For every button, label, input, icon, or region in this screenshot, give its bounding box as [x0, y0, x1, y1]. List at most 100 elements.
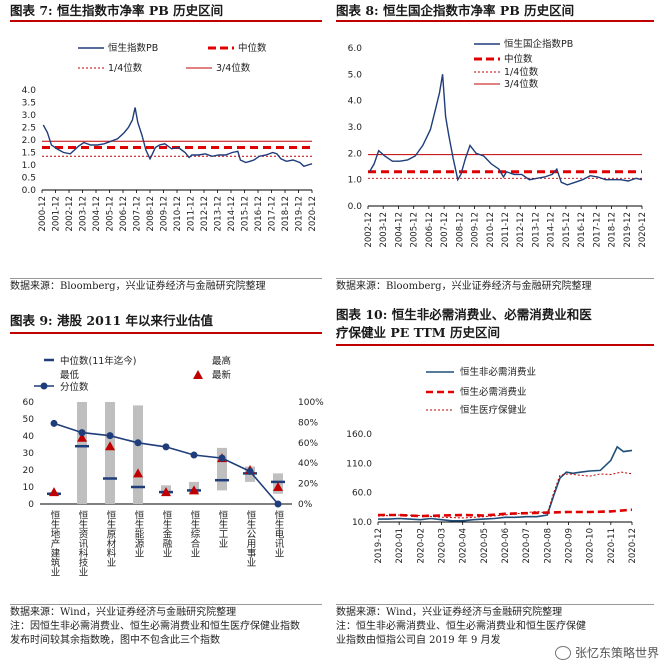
- watermark-text: 张忆东策略世界: [574, 646, 659, 660]
- chart8-source-rule: [336, 278, 654, 279]
- y-tick-label: 60.0: [352, 489, 372, 499]
- x-tick-label: 2020-03: [438, 528, 448, 564]
- chart9-title-rule: [10, 332, 322, 334]
- x-tick-label: 2003-12: [379, 212, 389, 248]
- pb-series-line: [368, 74, 643, 186]
- latest-marker: [161, 487, 171, 497]
- y-tick-label: 1.5: [22, 149, 36, 159]
- x-tick-label: 2018-12: [281, 196, 291, 232]
- percentile-point: [190, 451, 198, 459]
- x-tick-label: 2000-12: [38, 196, 48, 232]
- x-tick-label: 2020-04: [459, 528, 469, 564]
- y-tick-label: 3.0: [22, 111, 37, 121]
- x-tick-label: 2016-12: [577, 212, 587, 248]
- y-left-tick-label: 20: [23, 466, 35, 476]
- legend-q3-label: 3/4位数: [216, 62, 251, 74]
- x-tick-label: 2020-05: [480, 528, 490, 564]
- category-label: 恒生原材料业: [105, 509, 117, 567]
- x-tick-label: 2006-12: [425, 212, 435, 248]
- y-tick-label: 3.0: [348, 123, 363, 133]
- chart7-source: 数据来源：Bloomberg，兴业证券经济与金融研究院整理: [10, 281, 266, 292]
- x-tick-label: 2002-12: [364, 212, 374, 248]
- consumer-staples-line: [378, 508, 633, 518]
- x-tick-label: 2019-12: [623, 212, 633, 248]
- chart10-title-rule: [336, 344, 654, 346]
- chart10-title-line2: 疗保健业 PE TTM 历史区间: [336, 325, 500, 340]
- y-tick-label: 1.0: [348, 176, 363, 186]
- latest-marker: [77, 432, 87, 442]
- chart9-note-line2: 发布时间较其余指数晚，图中不包含此三个指数: [10, 635, 220, 646]
- percentile-point: [246, 467, 254, 475]
- x-tick-label: 2020-12: [638, 212, 648, 248]
- chart10-source-rule: [336, 604, 654, 605]
- category-label: 恒生公用事业: [245, 509, 257, 567]
- percentile-point: [106, 432, 114, 440]
- y-left-tick-label: 50: [23, 415, 35, 425]
- y-tick-label: 110.0: [346, 459, 372, 469]
- legend-q3-label: 3/4位数: [504, 78, 539, 90]
- range-bar: [133, 405, 143, 504]
- chart8-source: 数据来源：Bloomberg，兴业证券经济与金融研究院整理: [336, 281, 592, 292]
- legend-median-label: 中位数(11年迄今): [60, 355, 137, 367]
- x-tick-label: 2015-12: [562, 212, 572, 248]
- x-tick-label: 2013-12: [531, 212, 541, 248]
- chart9-source-rule: [10, 604, 322, 605]
- percentile-point: [274, 500, 282, 508]
- chart7-source-rule: [10, 278, 322, 279]
- percentile-point: [134, 439, 142, 447]
- x-tick-label: 2020-01: [395, 528, 405, 564]
- x-tick-label: 2020-11: [607, 528, 617, 564]
- y-tick-label: 3.5: [22, 99, 36, 109]
- y-right-tick-label: 40%: [298, 459, 318, 469]
- x-tick-label: 2019-12: [374, 528, 384, 564]
- x-tick-label: 2020-10: [586, 528, 596, 564]
- y-tick-label: 10.0: [352, 518, 372, 528]
- x-tick-label: 2014-12: [547, 212, 557, 248]
- y-right-tick-label: 80%: [298, 418, 318, 428]
- x-tick-label: 2018-12: [608, 212, 618, 248]
- y-tick-label: 2.0: [348, 149, 363, 159]
- x-tick-label: 2017-12: [592, 212, 602, 248]
- x-tick-label: 2015-12: [241, 196, 251, 232]
- x-tick-label: 2020-07: [522, 528, 532, 564]
- chart10-source: 数据来源：Wind，兴业证券经济与金融研究院整理: [336, 607, 563, 618]
- legend-q1-label: 1/4位数: [108, 62, 143, 74]
- chart10-note-line1: 注：恒生非必需消费业、恒生必需消费业和恒生医疗保健: [336, 621, 586, 632]
- legend-latest-label: 最新: [212, 369, 232, 381]
- y-right-tick-label: 20%: [298, 480, 318, 490]
- x-tick-label: 2020-12: [308, 196, 318, 232]
- chart7-title-rule: [10, 20, 322, 22]
- chart8-title: 图表 8: 恒生国企指数市净率 PB 历史区间: [336, 3, 575, 18]
- x-tick-label: 2020-12: [628, 528, 638, 564]
- percentile-point: [218, 454, 226, 462]
- chart8-title-rule: [336, 20, 654, 22]
- legend-staples-label: 恒生必需消费业: [460, 386, 527, 398]
- x-tick-label: 2002-12: [65, 196, 75, 232]
- y-tick-label: 0.0: [22, 186, 37, 196]
- chart10: 10.0 60.0 110.0 160.0 2019-12 2020-01 2020-02 2…: [346, 366, 638, 564]
- pb-series-line: [42, 107, 313, 168]
- chart9: 0 10 20 30 40 50 60 0% 20% 40% 60% 80% 100% 恒生地产建筑业 恒生…: [23, 355, 325, 577]
- y-tick-label: 6.0: [348, 44, 363, 54]
- y-left-tick-label: 10: [23, 483, 35, 493]
- category-label: 恒生资讯科技业: [77, 509, 89, 576]
- wechat-icon: [554, 645, 571, 660]
- x-tick-label: 2013-12: [214, 196, 224, 232]
- chart7: 0.0 0.5 1.0 1.5 2.0 2.5 3.0 3.5 4.0 2000-12 2001-1…: [22, 42, 318, 232]
- y-right-tick-label: 60%: [298, 439, 318, 449]
- category-label: 恒生电讯业: [273, 509, 285, 557]
- x-tick-label: 2020-08: [543, 528, 553, 564]
- y-tick-label: 2.5: [22, 124, 36, 134]
- x-tick-label: 2004-12: [92, 196, 102, 232]
- y-tick-label: 0.0: [348, 202, 363, 212]
- latest-marker: [49, 487, 59, 497]
- y-right-tick-label: 0%: [298, 500, 313, 510]
- y-left-tick-label: 40: [23, 432, 35, 442]
- category-label: 恒生综合业: [189, 509, 201, 557]
- x-tick-label: 2011-12: [501, 212, 511, 248]
- chart7-title: 图表 7: 恒生指数市净率 PB 历史区间: [10, 3, 224, 18]
- legend-percentile-dot: [40, 382, 48, 390]
- legend-high-label: 最高: [212, 355, 231, 367]
- chart10-note-line2: 业指数由恒指公司自 2019 年 9 月发: [336, 635, 501, 646]
- y-tick-label: 2.0: [22, 136, 37, 146]
